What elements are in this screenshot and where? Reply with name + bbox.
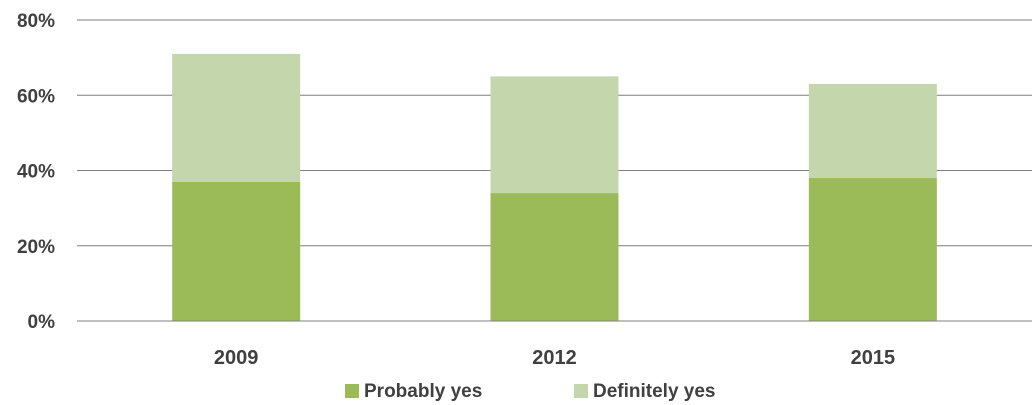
y-tick-label: 20%: [17, 237, 55, 258]
x-category-label: 2012: [532, 347, 577, 369]
legend: Probably yes Definitely yes: [345, 381, 716, 402]
bar-2015-definitely-yes: [808, 83, 937, 179]
bar-2015-probably-yes: [808, 178, 937, 321]
x-category-label: 2015: [851, 347, 896, 369]
legend-swatch: [574, 384, 588, 398]
bar-2012-definitely-yes: [490, 76, 619, 194]
legend-item-probably-yes: Probably yes: [345, 381, 482, 402]
legend-label: Definitely yes: [593, 381, 716, 402]
y-tick-label: 40%: [17, 162, 55, 183]
bar-2009-definitely-yes: [172, 53, 301, 182]
x-axis-category-labels: 2009 2012 2015: [214, 347, 895, 369]
bar-2012-probably-yes: [490, 193, 619, 321]
y-tick-label: 60%: [17, 86, 55, 107]
bars: [77, 53, 1032, 322]
x-category-label: 2009: [214, 347, 259, 369]
legend-label: Probably yes: [364, 381, 482, 402]
y-tick-label: 80%: [17, 11, 55, 32]
bar-2009-probably-yes: [172, 181, 301, 321]
y-axis-tick-labels: 0% 20% 40% 60% 80%: [17, 11, 55, 333]
legend-item-definitely-yes: Definitely yes: [574, 381, 716, 402]
y-tick-label: 0%: [28, 312, 56, 333]
legend-swatch: [345, 384, 359, 398]
